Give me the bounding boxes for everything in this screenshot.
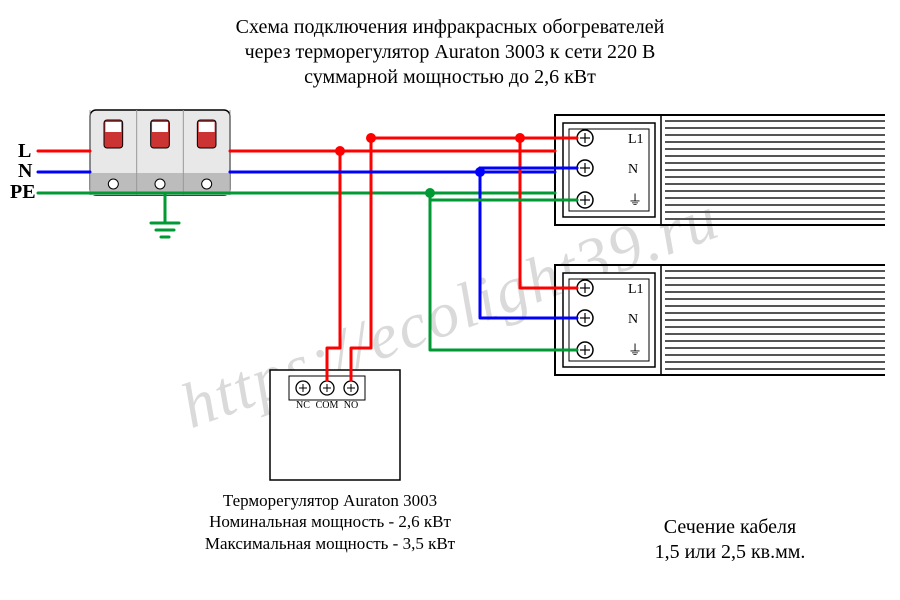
svg-text:⏚: ⏚ <box>628 193 642 209</box>
svg-text:N: N <box>628 312 638 327</box>
cable-line-1: Сечение кабеля <box>664 516 796 538</box>
cable-caption: Сечение кабеля 1,5 или 2,5 кв.мм. <box>590 515 870 565</box>
thermostat-max: Максимальная мощность - 3,5 кВт <box>205 534 455 553</box>
cable-line-2: 1,5 или 2,5 кв.мм. <box>655 541 806 563</box>
thermostat-caption: Терморегулятор Auraton 3003 Номинальная … <box>150 490 510 554</box>
svg-text:⏚: ⏚ <box>628 343 642 359</box>
svg-text:NC: NC <box>296 400 310 411</box>
thermostat-nominal: Номинальная мощность - 2,6 кВт <box>209 512 451 531</box>
thermostat-name: Терморегулятор Auraton 3003 <box>223 491 437 510</box>
svg-text:L1: L1 <box>628 132 644 147</box>
svg-text:L1: L1 <box>628 282 644 297</box>
svg-text:COM: COM <box>316 400 339 411</box>
svg-text:N: N <box>628 162 638 177</box>
svg-text:NO: NO <box>344 400 358 411</box>
